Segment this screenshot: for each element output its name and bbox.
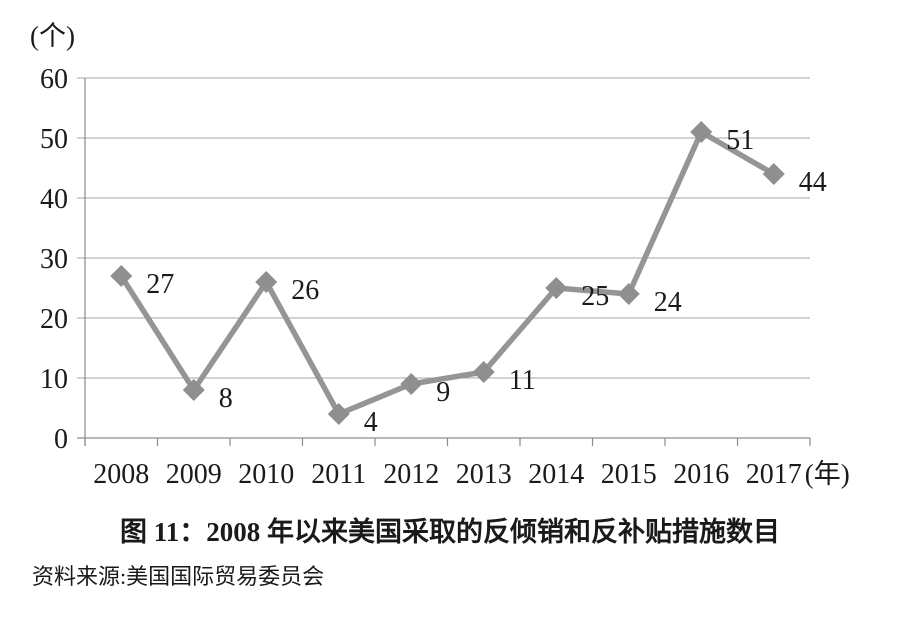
x-tick-label: 2017 — [746, 459, 802, 490]
x-tick-label: 2008 — [93, 459, 149, 490]
y-tick-label: 30 — [40, 244, 68, 275]
x-tick-label: 2014 — [528, 459, 584, 490]
data-label: 51 — [726, 125, 754, 156]
data-label: 8 — [219, 383, 233, 414]
y-tick-label: 40 — [40, 184, 68, 215]
data-label: 26 — [291, 275, 319, 306]
data-label: 11 — [509, 365, 536, 396]
chart-title: 图 11：2008 年以来美国采取的反倾销和反补贴措施数目 — [119, 517, 780, 547]
source-note: 资料来源:美国国际贸易委员会 — [32, 564, 325, 589]
x-axis-unit-label: (年) — [805, 459, 850, 489]
data-label: 25 — [581, 281, 609, 312]
y-tick-label: 50 — [40, 124, 68, 155]
data-label: 44 — [799, 167, 827, 198]
data-label: 9 — [436, 377, 450, 408]
data-point-marker — [327, 403, 350, 425]
data-point-marker — [690, 121, 713, 143]
y-tick-label: 20 — [40, 304, 68, 335]
data-point-marker — [472, 361, 495, 383]
data-point-marker — [255, 271, 278, 293]
data-point-marker — [545, 277, 568, 299]
data-label: 27 — [146, 269, 174, 300]
data-point-marker — [110, 265, 133, 287]
data-label: 4 — [364, 407, 378, 438]
data-line — [118, 129, 776, 417]
data-point-marker — [400, 373, 423, 395]
y-axis-unit-label: (个) — [30, 21, 75, 51]
data-label: 24 — [654, 287, 682, 318]
y-tick-label: 60 — [40, 64, 68, 95]
x-tick-label: 2016 — [673, 459, 729, 490]
line-chart: 0 10 20 30 40 50 60 2008 2009 2010 2011 2012 2013 201… — [40, 64, 850, 490]
x-tick-label: 2011 — [311, 459, 366, 490]
y-tick-label: 0 — [54, 424, 68, 455]
data-point-marker — [617, 283, 640, 305]
x-tick-label: 2010 — [238, 459, 294, 490]
x-tick-label: 2012 — [383, 459, 439, 490]
data-point-marker — [182, 379, 205, 401]
x-tick-label: 2013 — [456, 459, 512, 490]
x-tick-label: 2015 — [601, 459, 657, 490]
x-tick-label: 2009 — [166, 459, 222, 490]
y-tick-label: 10 — [40, 364, 68, 395]
data-point-marker — [762, 163, 785, 185]
